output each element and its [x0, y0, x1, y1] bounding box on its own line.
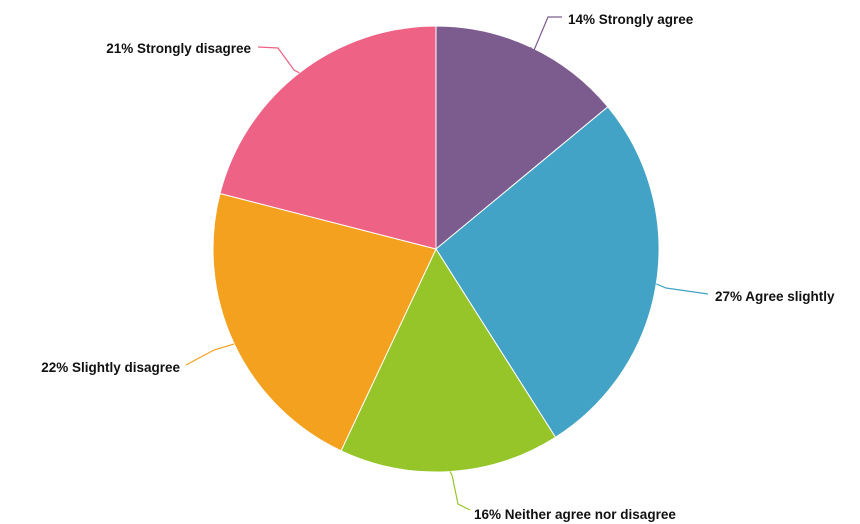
label-strongly-agree: 14% Strongly agree — [568, 12, 694, 27]
label-agree-slightly: 27% Agree slightly — [715, 289, 835, 304]
label-slightly-disagree: 22% Slightly disagree — [41, 360, 180, 375]
label-strongly-disagree: 21% Strongly disagree — [106, 41, 251, 56]
slice-neither — [340, 247, 557, 473]
slice-slightly-disagree — [212, 192, 437, 452]
pie-slices — [212, 25, 660, 473]
leader-line — [185, 343, 235, 366]
leader-line — [449, 471, 471, 511]
label-neither: 16% Neither agree nor disagree — [474, 507, 676, 522]
leader-line — [257, 46, 300, 74]
leader-line — [656, 283, 709, 295]
slice-agree-slightly — [435, 106, 660, 438]
leader-lines — [185, 16, 709, 511]
slice-labels: 14% Strongly agree 27% Agree slightly 16… — [41, 12, 835, 522]
leader-line — [530, 16, 562, 58]
slice-strongly-disagree — [219, 25, 437, 250]
